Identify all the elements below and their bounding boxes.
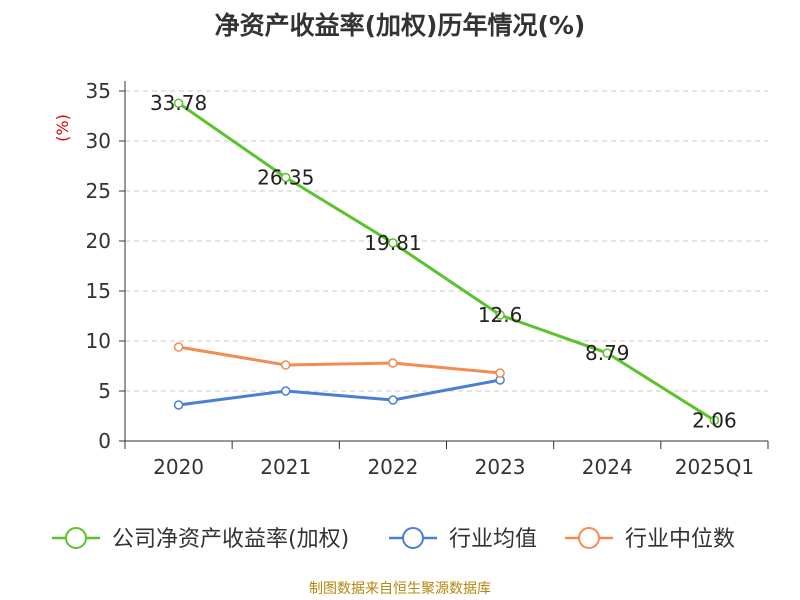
axes: 0 5 10 15 20 25 30 35 2020 2021 2022 2023 2024 2025Q1… — [53, 79, 769, 479]
series-line-1 — [178, 378, 501, 407]
series-line-0 — [177, 101, 716, 422]
data-point — [281, 172, 291, 183]
data-point — [709, 415, 720, 426]
legend-label: 行业中位数 — [625, 527, 735, 552]
legend[interactable]: 公司净资产收益率(加权) 行业均值 行业中位数 — [52, 527, 735, 552]
data-point — [495, 368, 505, 378]
data-point — [281, 386, 291, 396]
y-tick-label: 5 — [98, 379, 111, 403]
legend-marker — [402, 527, 424, 549]
data-point — [388, 358, 398, 368]
data-label: 12.6 — [478, 303, 523, 327]
y-tick-label: 20 — [86, 229, 111, 253]
x-tick-label: 2022 — [367, 455, 418, 479]
series-line-2 — [178, 345, 501, 375]
data-point — [281, 360, 291, 370]
data-point — [173, 400, 184, 410]
x-tick-label: 2025Q1 — [675, 455, 754, 479]
legend-item-2[interactable]: 行业中位数 — [565, 527, 735, 552]
legend-item-1[interactable]: 行业均值 — [389, 527, 537, 552]
data-point — [388, 395, 398, 405]
data-point — [388, 238, 398, 248]
x-tick-label: 2020 — [153, 455, 204, 479]
legend-label: 行业均值 — [449, 527, 537, 552]
series-layer — [173, 98, 720, 426]
legend-label: 公司净资产收益率(加权) — [112, 527, 349, 552]
source-note: 制图数据来自恒生聚源数据库 — [309, 581, 491, 597]
y-axis-unit: (%) — [53, 114, 72, 142]
data-point — [495, 310, 505, 320]
y-tick-label: 25 — [86, 179, 111, 203]
y-tick-label: 10 — [86, 329, 111, 353]
y-tick-label: 30 — [86, 129, 111, 153]
x-tick-label: 2021 — [260, 455, 311, 479]
legend-item-0[interactable]: 公司净资产收益率(加权) — [52, 527, 349, 552]
chart-title: 净资产收益率(加权)历年情况(%) — [214, 11, 586, 40]
data-point — [173, 98, 184, 108]
data-labels: 33.78 26.35 19.81 12.6 8.79 2.06 — [150, 91, 737, 432]
data-label: 26.35 — [257, 166, 314, 190]
y-tick-label: 0 — [98, 429, 111, 453]
y-tick-label: 35 — [86, 79, 111, 103]
data-point — [173, 342, 184, 352]
legend-marker — [578, 527, 600, 549]
legend-marker — [65, 527, 87, 549]
x-tick-label: 2023 — [475, 455, 526, 479]
data-label: 33.78 — [150, 91, 207, 115]
y-tick-label: 15 — [86, 279, 111, 303]
data-label: 2.06 — [692, 408, 737, 432]
grid-lines — [125, 90, 768, 392]
data-label: 19.81 — [364, 231, 421, 255]
x-tick-label: 2024 — [582, 455, 633, 479]
data-label: 8.79 — [585, 341, 630, 365]
data-point — [602, 348, 612, 358]
